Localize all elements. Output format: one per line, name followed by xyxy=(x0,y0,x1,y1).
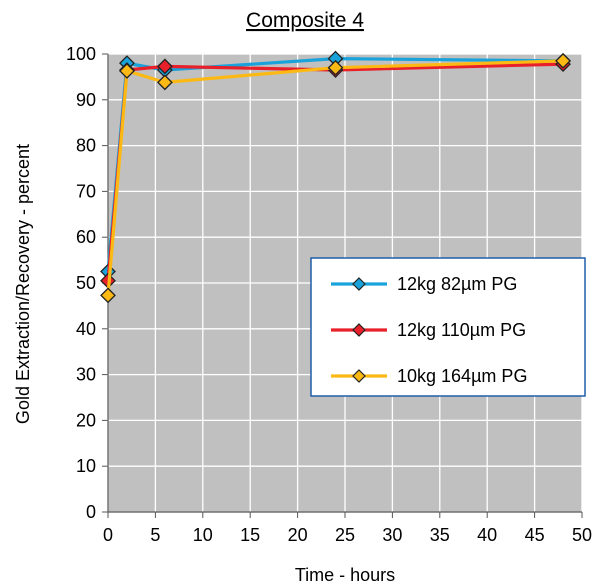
y-tick-label: 100 xyxy=(66,44,96,64)
y-tick-label: 30 xyxy=(76,365,96,385)
y-tick-label: 60 xyxy=(76,227,96,247)
x-tick-label: 50 xyxy=(572,525,592,545)
data-point xyxy=(119,63,135,79)
x-tick-label: 40 xyxy=(477,525,497,545)
y-tick-label: 70 xyxy=(76,181,96,201)
x-tick-label: 15 xyxy=(240,525,260,545)
data-point xyxy=(555,52,571,69)
y-tick-label: 10 xyxy=(76,456,96,476)
legend-label: 12kg 82µm PG xyxy=(397,274,517,294)
data-point xyxy=(156,58,173,75)
y-tick-label: 80 xyxy=(76,136,96,156)
x-tick-label: 35 xyxy=(430,525,450,545)
data-point xyxy=(100,287,116,304)
y-tick-label: 20 xyxy=(76,410,96,430)
x-tick-label: 25 xyxy=(335,525,355,545)
y-tick-label: 0 xyxy=(86,502,96,522)
y-axis-label: Gold Extraction/Recovery - percent xyxy=(13,144,33,424)
legend-marker xyxy=(352,369,366,383)
x-tick-label: 0 xyxy=(103,525,113,545)
x-tick-label: 10 xyxy=(193,525,213,545)
x-axis-label: Time - hours xyxy=(295,565,395,585)
data-point xyxy=(156,74,173,91)
legend-marker xyxy=(352,277,366,291)
data-point xyxy=(327,59,344,76)
y-tick-label: 50 xyxy=(76,273,96,293)
x-tick-label: 45 xyxy=(525,525,545,545)
legend-label: 10kg 164µm PG xyxy=(397,366,527,386)
y-tick-label: 90 xyxy=(76,90,96,110)
x-tick-label: 5 xyxy=(150,525,160,545)
legend-label: 12kg 110µm PG xyxy=(397,320,526,340)
legend-marker xyxy=(352,323,366,337)
x-tick-label: 30 xyxy=(382,525,402,545)
chart-title: Composite 4 xyxy=(246,9,364,32)
y-tick-label: 40 xyxy=(76,319,96,339)
x-tick-label: 20 xyxy=(288,525,308,545)
